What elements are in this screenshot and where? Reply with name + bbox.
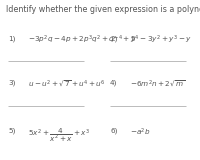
Text: 2): 2) [110, 35, 117, 42]
Text: $-6m^2n+2\sqrt{m}$: $-6m^2n+2\sqrt{m}$ [130, 78, 185, 89]
Text: $-a^2b$: $-a^2b$ [130, 126, 151, 138]
Text: $y^4-3y^2+y^3-y$: $y^4-3y^2+y^3-y$ [130, 34, 192, 46]
Text: 4): 4) [110, 80, 117, 87]
Text: 1): 1) [8, 35, 15, 42]
Text: $-3p^2q-4p+2p^3q^2+q^{-4}+5$: $-3p^2q-4p+2p^3q^2+q^{-4}+5$ [28, 34, 136, 46]
Text: 3): 3) [8, 80, 15, 87]
Text: $5x^2+\dfrac{4}{x^2+x}+x^3$: $5x^2+\dfrac{4}{x^2+x}+x^3$ [28, 126, 90, 144]
Text: Identify whether the given expression is a polynomial.: Identify whether the given expression is… [6, 5, 200, 14]
Text: 5): 5) [8, 128, 15, 135]
Text: $u-u^2+\sqrt{7}+u^4+u^6$: $u-u^2+\sqrt{7}+u^4+u^6$ [28, 78, 106, 89]
Text: 6): 6) [110, 128, 117, 135]
